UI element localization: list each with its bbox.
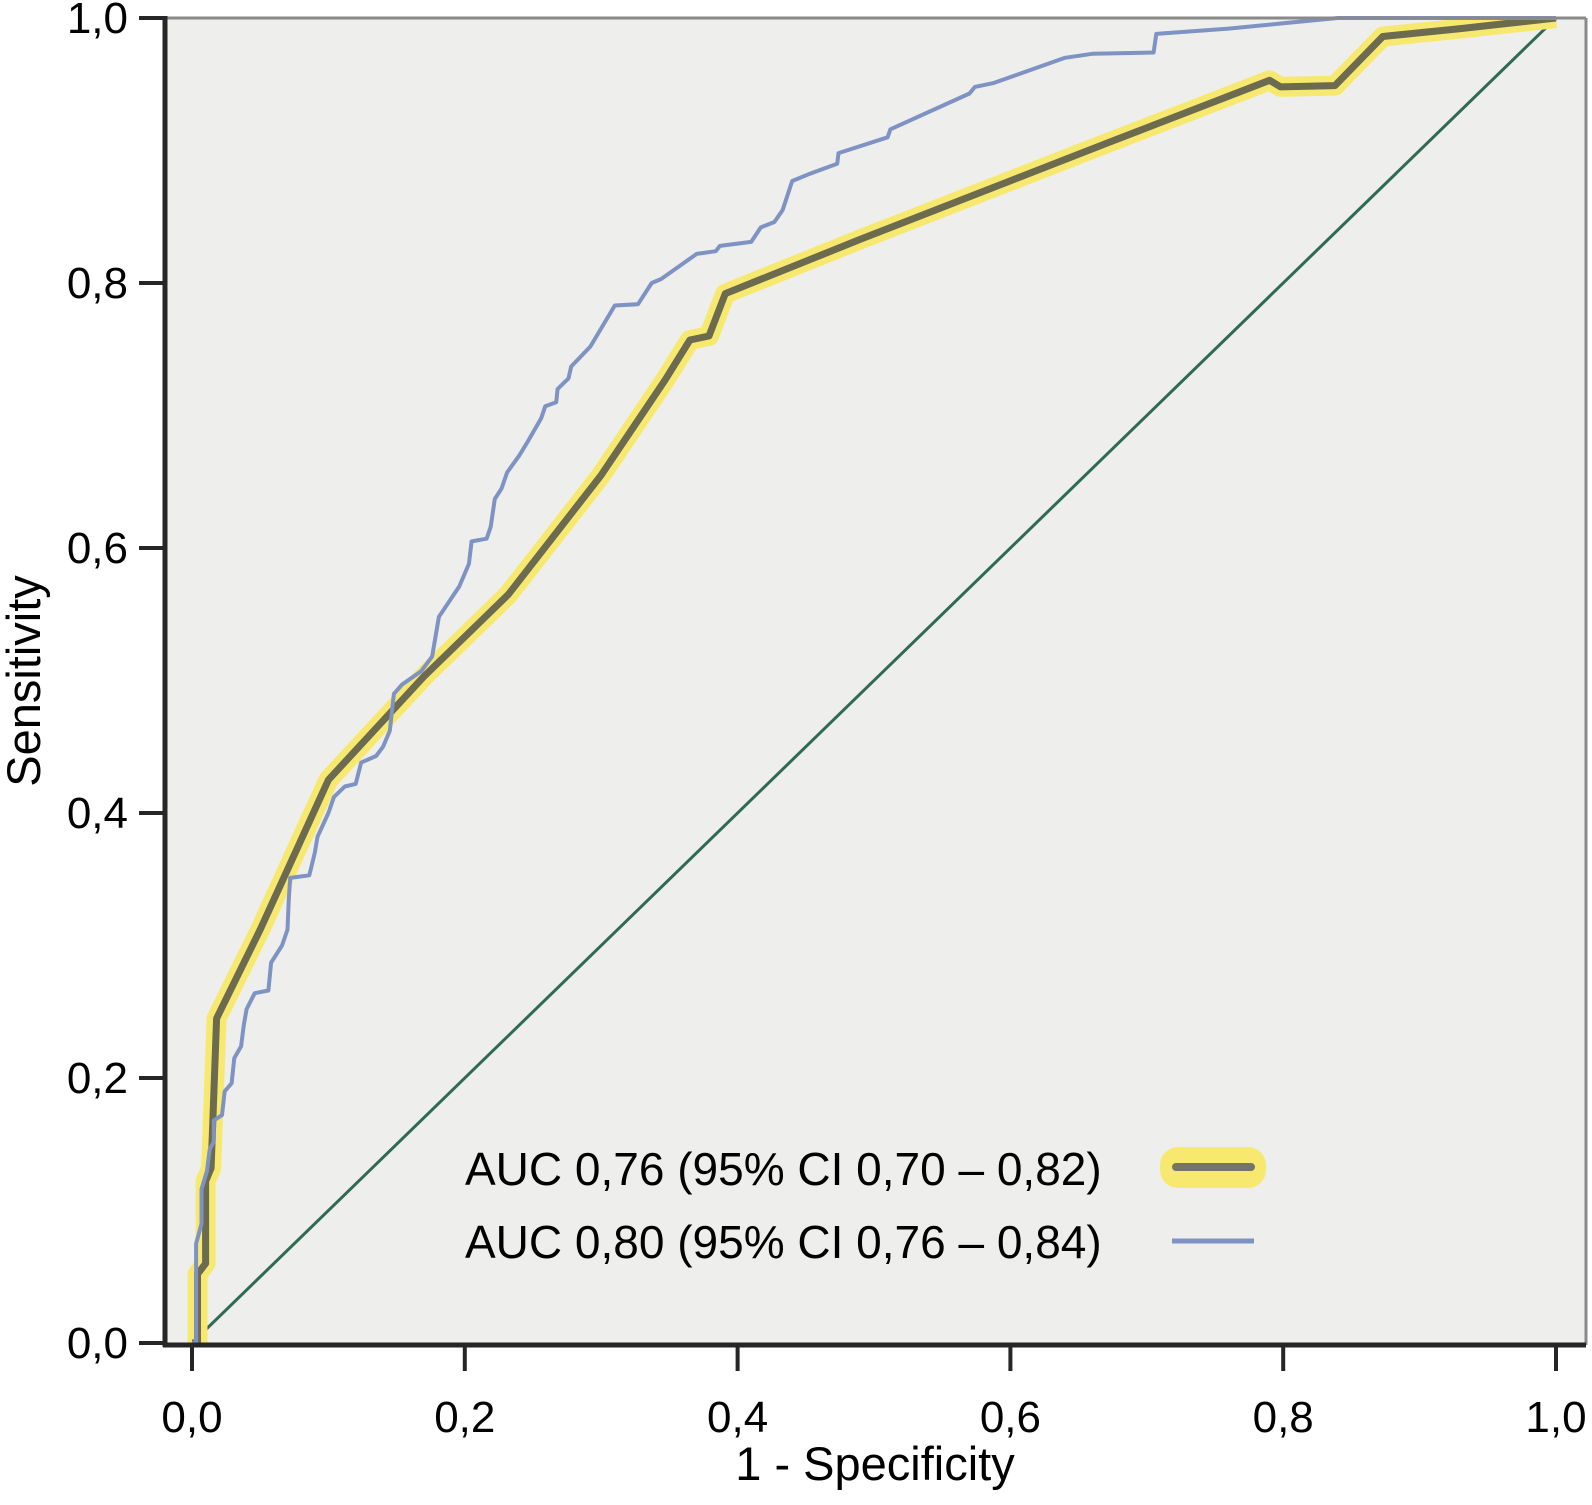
y-axis-ticks: 0,0 0,2 0,4 0,6 0,8 1,0 [67,0,165,1368]
y-tick-label: 0,4 [67,789,128,838]
x-axis-title: 1 - Specificity [735,1437,1015,1490]
y-tick-label: 0,2 [67,1054,128,1103]
y-tick-label: 1,0 [67,0,128,43]
legend-label-auc080: AUC 0,80 (95% CI 0,76 – 0,84) [465,1216,1102,1268]
x-tick-label: 0,6 [980,1393,1041,1442]
roc-curve-auc080 [192,16,1556,1345]
legend-label-auc076: AUC 0,76 (95% CI 0,70 – 0,82) [465,1143,1102,1195]
legend-swatch-yellow-highlighted-line [1160,1147,1266,1188]
y-tick-label: 0,6 [67,524,128,573]
legend: AUC 0,76 (95% CI 0,70 – 0,82) AUC 0,80 (… [465,1143,1266,1268]
x-tick-label: 1,0 [1525,1393,1586,1442]
reference-diagonal-line [190,16,1558,1345]
y-tick-label: 0,8 [67,259,128,308]
y-tick-label: 0,0 [67,1319,128,1368]
x-axis-ticks: 0,0 0,2 0,4 0,6 0,8 1,0 [161,1345,1587,1442]
x-tick-label: 0,0 [161,1393,222,1442]
y-axis-title: Sensitivity [0,575,50,787]
x-tick-label: 0,2 [434,1393,495,1442]
curves-group [187,16,1558,1346]
x-tick-label: 0,8 [1253,1393,1314,1442]
x-tick-label: 0,4 [707,1393,768,1442]
